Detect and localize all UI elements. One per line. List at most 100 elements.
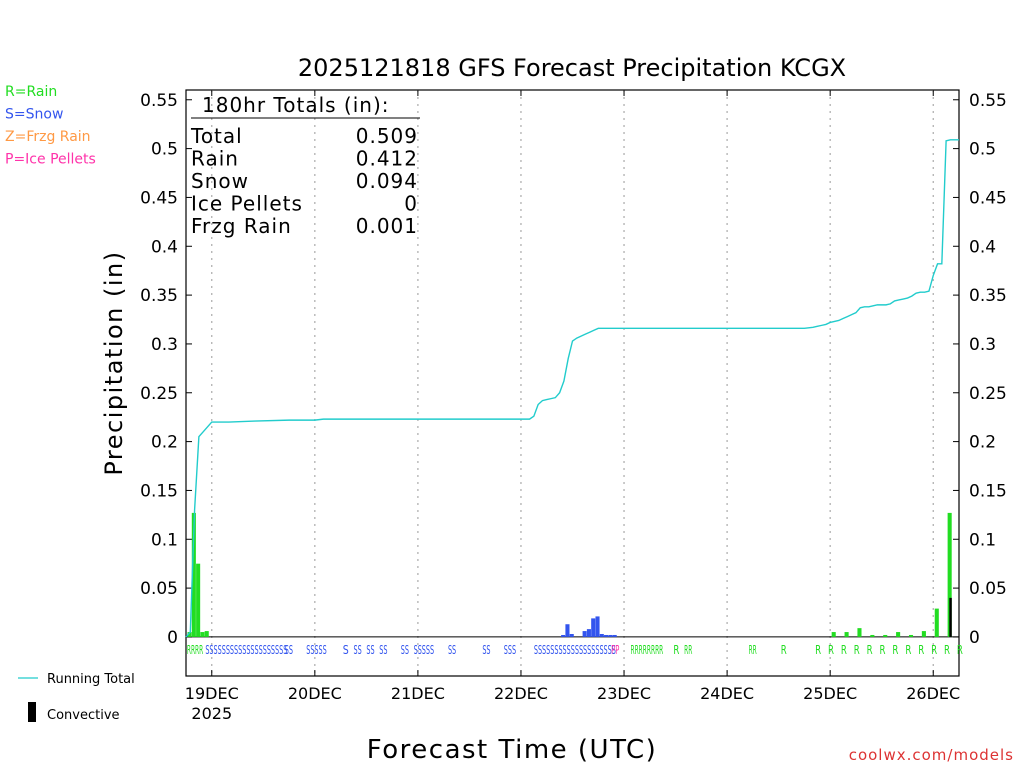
bar-rain [191,512,196,637]
x-tick-label: 20DEC [288,684,342,703]
type-marker-snow: SSS [504,643,516,657]
y-tick-label-right: 0.55 [969,91,1007,111]
type-marker-rain: R [841,643,847,657]
type-marker-snow: SS [353,643,361,657]
type-marker-rain: R [854,643,860,657]
y-tick-label-left: 0.3 [151,335,178,355]
type-legend: R=Rain S=Snow Z=Frzg Rain P=Ice Pellets [5,84,96,168]
type-marker-snow: SS [379,643,387,657]
y-tick-label-right: 0.2 [969,433,996,453]
type-marker-rain: R [957,643,963,657]
type-marker-rain: RRRR [187,643,203,657]
running-total-line [185,139,959,638]
y-tick-label-left: 0.05 [140,579,178,599]
type-marker-rain: R [892,643,898,657]
y-tick-label-right: 0.1 [969,530,996,550]
y-tick-label-left: 0.4 [151,237,178,257]
y-tick-label-left: 0.25 [140,384,178,404]
y-tick-label-left: 0.45 [140,188,178,208]
type-legend-entry: R=Rain [5,84,57,100]
type-marker-rain: RR [684,643,692,657]
bar-rain [947,512,952,637]
bar-snow [595,616,600,637]
bar-rain [896,632,901,637]
bar-rain [908,634,914,637]
y-axis-right: 0 0.05 0.1 0.15 0.2 0.25 0.3 0.35 0.4 0.45 0.5 0.55 [953,91,1007,648]
type-marker-rain: R [828,643,834,657]
y-tick-label-left: 0.35 [140,286,178,306]
bar-snow [599,634,604,637]
y-tick-label-left: 0.2 [151,433,178,453]
running-total-series [185,139,959,638]
totals-label: Frzg Rain [191,214,292,238]
type-marker-snow: SSSSS [306,643,327,657]
totals-value: 0.509 [356,124,418,148]
y-tick-label-right: 0 [969,628,980,648]
bar-rain [870,634,875,637]
y-tick-label-right: 0.45 [969,188,1007,208]
type-marker-snow: SS [482,643,490,657]
y-axis-left: 0 0.05 0.1 0.15 0.2 0.25 0.3 0.35 0.4 0.45 0.5 0.55 [140,91,192,648]
bar-rain [844,632,849,637]
y-tick-label-right: 0.4 [969,237,996,257]
type-marker-snow: SSSSSSSSSSSSSSSSSSSS [534,643,616,657]
type-marker-rain: R [918,643,924,657]
type-marker-rain: R [880,643,886,657]
type-legend-entry: P=Ice Pellets [5,152,96,168]
y-tick-label-right: 0.25 [969,384,1007,404]
bar-rain [196,563,201,637]
y-tick-label-right: 0.35 [969,286,1007,306]
y-tick-label-left: 0.15 [140,481,178,501]
bar-snow [604,634,609,637]
y-tick-label-right: 0.05 [969,579,1007,599]
type-marker-rain: R [931,643,937,657]
type-marker-rain: R [781,643,787,657]
type-marker-snow: S [343,643,349,657]
bar-snow [591,618,596,637]
bar-rain [204,631,209,637]
chart-title: 2025121818 GFS Forecast Precipitation KC… [298,54,846,82]
totals-label: Snow [191,169,249,193]
convective-legend-swatch [28,702,36,722]
x-axis-label: Forecast Time (UTC) [367,735,658,765]
type-marker-snow: SSSSSSSSSSSSSSSSSSSS [205,643,287,657]
type-marker-snow: SS [448,643,456,657]
convective-legend-label: Convective [47,708,120,723]
type-marker-pellets: PP [611,643,619,657]
y-tick-label-left: 0.1 [151,530,178,550]
type-marker-snow: SS [401,643,409,657]
x-tick-sublabel: 2025 [191,704,232,723]
bar-snow [569,634,574,637]
y-tick-label-right: 0.3 [969,335,996,355]
type-marker-rain: R [905,643,911,657]
x-tick-label: 22DEC [494,684,548,703]
totals-heading: 180hr Totals (in): [202,93,390,117]
type-marker-rain: R [867,643,873,657]
x-tick-label: 26DEC [906,684,960,703]
bar-rain [883,634,888,637]
bar-rain [921,631,926,637]
y-axis-label: Precipitation (in) [100,250,128,475]
bar-rain [200,632,205,637]
precip-bars [187,512,952,637]
x-tick-label: 21DEC [391,684,445,703]
bar-snow [565,624,570,637]
x-tick-label: 19DEC [185,684,239,703]
totals-label: Rain [191,147,239,171]
type-marker-snow: SS [285,643,293,657]
totals-value: 0 [404,192,418,216]
totals-label: Total [190,124,243,148]
type-marker-rain: R [815,643,821,657]
bar-rain [934,608,939,637]
bar-snow [582,631,587,637]
y-tick-label-left: 0 [167,628,178,648]
totals-value: 0.001 [356,214,418,238]
bar-rain [857,628,862,637]
type-marker-snow: SS [366,643,374,657]
bar-convective [949,597,952,637]
credit-text: coolwx.com/models [849,746,1014,764]
y-tick-label-left: 0.55 [140,91,178,111]
x-tick-label: 23DEC [597,684,651,703]
